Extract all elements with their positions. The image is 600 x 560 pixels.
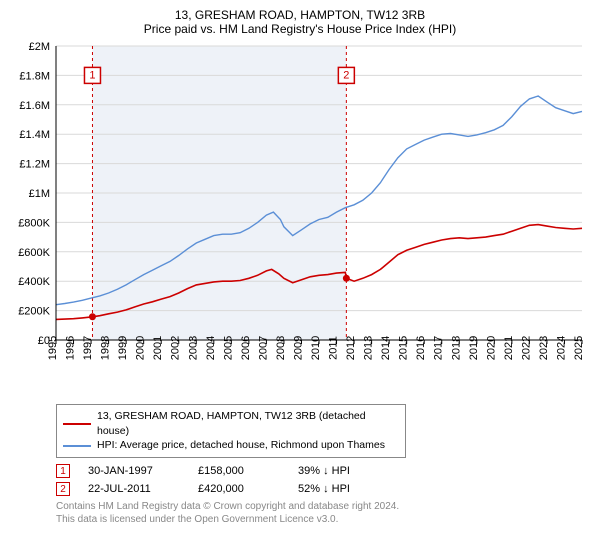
footer-line-1: Contains HM Land Registry data © Crown c…	[56, 500, 588, 513]
note-marker: 1	[56, 464, 70, 478]
legend-label: HPI: Average price, detached house, Rich…	[97, 438, 385, 453]
note-pct: 39% ↓ HPI	[298, 465, 398, 477]
note-price: £420,000	[198, 483, 298, 495]
svg-text:2014: 2014	[380, 336, 392, 360]
svg-text:2022: 2022	[520, 336, 532, 360]
legend: 13, GRESHAM ROAD, HAMPTON, TW12 3RB (det…	[56, 404, 406, 458]
svg-text:2018: 2018	[450, 336, 462, 360]
chart-subtitle: Price paid vs. HM Land Registry's House …	[12, 22, 588, 36]
svg-text:2008: 2008	[275, 336, 287, 360]
svg-text:2006: 2006	[240, 336, 252, 360]
svg-text:2002: 2002	[170, 336, 182, 360]
svg-text:2023: 2023	[538, 336, 550, 360]
svg-text:2001: 2001	[152, 336, 164, 360]
svg-text:2005: 2005	[222, 336, 234, 360]
svg-text:£2M: £2M	[29, 41, 50, 53]
svg-text:£1.8M: £1.8M	[19, 70, 50, 82]
transaction-row: 1 30-JAN-1997£158,00039% ↓ HPI	[56, 464, 588, 478]
svg-text:2007: 2007	[257, 336, 269, 360]
transaction-notes: 1 30-JAN-1997£158,00039% ↓ HPI 2 22-JUL-201…	[56, 464, 588, 496]
chart-area: £0£200K£400K£600K£800K£1M£1.2M£1.4M£1.6M…	[12, 40, 588, 400]
note-date: 22-JUL-2011	[88, 483, 198, 495]
svg-text:£1.6M: £1.6M	[19, 100, 50, 112]
svg-text:2: 2	[343, 69, 349, 81]
svg-text:1996: 1996	[65, 336, 77, 360]
svg-text:1: 1	[89, 69, 95, 81]
legend-swatch	[63, 423, 91, 425]
note-marker: 2	[56, 482, 70, 496]
svg-text:£1.2M: £1.2M	[19, 159, 50, 171]
legend-item: HPI: Average price, detached house, Rich…	[63, 438, 399, 453]
svg-text:£400K: £400K	[18, 276, 50, 288]
legend-label: 13, GRESHAM ROAD, HAMPTON, TW12 3RB (det…	[97, 409, 399, 438]
legend-swatch	[63, 445, 91, 447]
svg-text:1998: 1998	[100, 336, 112, 360]
note-pct: 52% ↓ HPI	[298, 483, 398, 495]
svg-text:2025: 2025	[573, 336, 585, 360]
svg-text:2016: 2016	[415, 336, 427, 360]
transaction-row: 2 22-JUL-2011£420,00052% ↓ HPI	[56, 482, 588, 496]
svg-text:2019: 2019	[468, 336, 480, 360]
svg-text:2020: 2020	[485, 336, 497, 360]
svg-text:2009: 2009	[292, 336, 304, 360]
svg-text:2000: 2000	[135, 336, 147, 360]
svg-text:2021: 2021	[503, 336, 515, 360]
svg-text:£1M: £1M	[29, 188, 50, 200]
footer-attribution: Contains HM Land Registry data © Crown c…	[56, 500, 588, 526]
svg-text:2004: 2004	[205, 336, 217, 360]
note-price: £158,000	[198, 465, 298, 477]
svg-text:2003: 2003	[187, 336, 199, 360]
svg-text:2024: 2024	[555, 336, 567, 360]
svg-text:2012: 2012	[345, 336, 357, 360]
svg-text:£1.4M: £1.4M	[19, 129, 50, 141]
chart-title: 13, GRESHAM ROAD, HAMPTON, TW12 3RB	[12, 8, 588, 22]
svg-text:2017: 2017	[433, 336, 445, 360]
svg-text:£600K: £600K	[18, 247, 50, 259]
svg-text:1997: 1997	[82, 336, 94, 360]
svg-text:2015: 2015	[398, 336, 410, 360]
legend-item: 13, GRESHAM ROAD, HAMPTON, TW12 3RB (det…	[63, 409, 399, 438]
svg-text:2010: 2010	[310, 336, 322, 360]
svg-text:1995: 1995	[47, 336, 59, 360]
svg-text:1999: 1999	[117, 336, 129, 360]
footer-line-2: This data is licensed under the Open Gov…	[56, 513, 588, 526]
svg-text:2013: 2013	[363, 336, 375, 360]
svg-text:£800K: £800K	[18, 217, 50, 229]
svg-text:£200K: £200K	[18, 306, 50, 318]
note-date: 30-JAN-1997	[88, 465, 198, 477]
